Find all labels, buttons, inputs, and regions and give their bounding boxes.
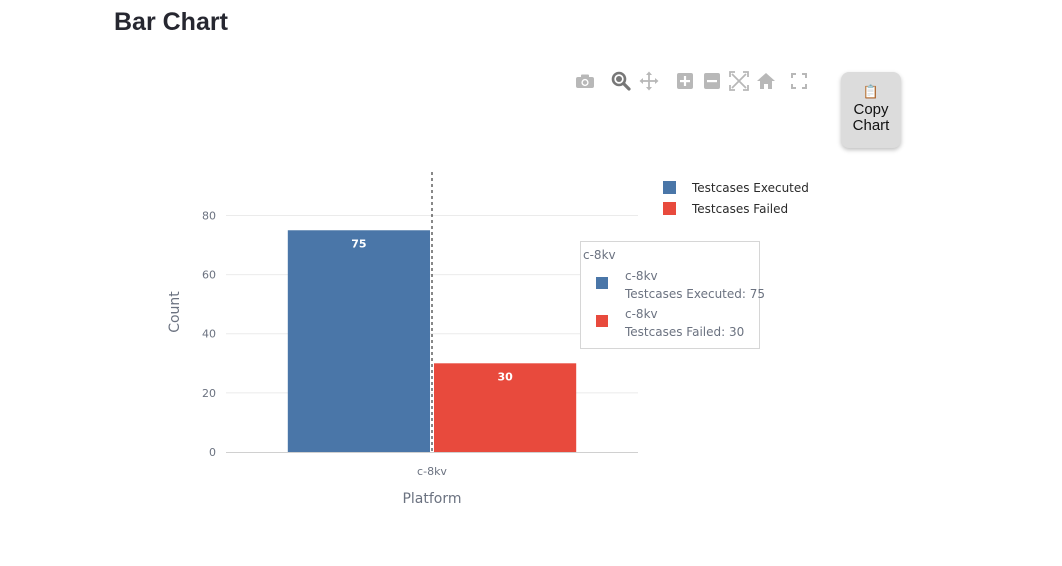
x-tick-label: c-8kv [417,465,447,478]
hover-entry-value: Testcases Failed: 30 [624,325,744,339]
y-axis-title: Count [167,291,183,333]
hover-box [580,241,760,349]
home-icon[interactable] [755,70,777,92]
bar [434,363,577,452]
legend-label: Testcases Failed [691,202,788,216]
camera-icon[interactable] [574,70,596,92]
y-tick-label: 60 [202,269,216,282]
hover-title: c-8kv [583,248,616,262]
y-tick-label: 0 [209,446,216,459]
hover-tooltip: c-8kv c-8kv Testcases Executed: 75 c-8kv Tes… [580,241,765,349]
clipboard-icon: 📋 [862,85,880,100]
hover-entry-label: c-8kv [625,269,658,283]
legend: Testcases Executed Testcases Failed [663,181,809,216]
y-tick-label: 40 [202,328,216,341]
copy-chart-label: Copy Chart [852,101,890,134]
copy-chart-button[interactable]: 📋 Copy Chart [841,72,901,148]
bar [287,230,430,452]
pan-icon[interactable] [638,70,660,92]
hover-swatch [596,277,608,289]
zoom-in-icon[interactable] [674,70,696,92]
y-tick-label: 20 [202,387,216,400]
bar-value-label: 75 [351,237,366,250]
zoom-out-icon[interactable] [701,70,723,92]
y-tick-label: 80 [202,209,216,222]
bar-value-label: 30 [497,370,513,383]
hover-swatch [596,315,608,327]
fullscreen-icon[interactable] [788,70,810,92]
legend-label: Testcases Executed [691,181,809,195]
autoscale-icon[interactable] [728,70,750,92]
x-axis-title: Platform [402,491,461,507]
page-title: Bar Chart [114,8,228,36]
chart-toolbar [574,70,814,92]
hover-entry-value: Testcases Executed: 75 [624,287,765,301]
legend-swatch [663,181,676,194]
hover-entry-label: c-8kv [625,307,658,321]
legend-swatch [663,202,676,215]
zoom-icon[interactable] [610,70,632,92]
